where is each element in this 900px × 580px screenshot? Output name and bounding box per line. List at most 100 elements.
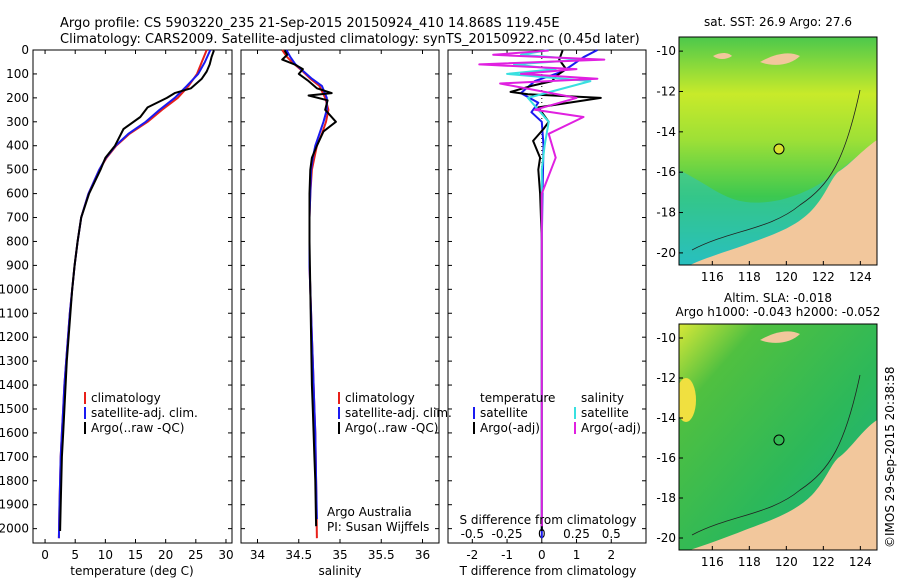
- series-climatology: [281, 49, 330, 539]
- profile-panels: 0 5 10 15 20 25 30 34 34.5 35 35.5 36 -2 -1 0 1 2 -0.5 -0.…: [33, 49, 646, 562]
- temperature-panel-frame: [32, 49, 233, 544]
- x-tick-label: 30: [218, 548, 233, 562]
- depth-axis: 0 100 200 300 400 500 600 700 800 900 1000 1100 1200…: [0, 43, 29, 536]
- depth-tick-label: 1700: [0, 450, 29, 464]
- argo-float-marker: [773, 434, 785, 446]
- legend-climatology-label: climatology: [91, 391, 161, 405]
- lat-tick-label: -14: [656, 411, 676, 425]
- top-tick-label: -0.5: [461, 527, 484, 541]
- series-satellite: [57, 49, 212, 539]
- legend-salinity-title: salinity: [581, 391, 624, 405]
- x-tick-label: 15: [128, 548, 143, 562]
- x-tick-label: 35: [332, 548, 347, 562]
- lat-tick-label: -14: [656, 125, 676, 139]
- lat-tick-label: -20: [656, 246, 676, 260]
- lat-tick-label: -10: [656, 331, 676, 345]
- salinity-xlabel: salinity: [318, 564, 361, 578]
- depth-tick-label: 1600: [0, 426, 29, 440]
- lon-tick-label: 124: [849, 555, 872, 569]
- x-tick-label: 34.5: [285, 548, 312, 562]
- sst-map-ticks: 116 118 120 122 124 -10 -12 -14 -16 -18 -20: [656, 44, 871, 284]
- sla-map-title-2: Argo h1000: -0.043 h2000: -0.052: [676, 305, 881, 319]
- temperature-plot: 0 5 10 15 20 25 30: [33, 49, 234, 562]
- depth-tick-label: 600: [6, 187, 29, 201]
- australia-land: [690, 420, 877, 550]
- legend-t-argo-label: Argo(-adj): [480, 421, 540, 435]
- depth-tick-label: 1300: [0, 354, 29, 368]
- top-tick-label: 0.5: [602, 527, 621, 541]
- series-t-satellite: [519, 49, 598, 539]
- sst-map-frame: [678, 36, 878, 266]
- x-tick-label: -1: [501, 548, 513, 562]
- header-line-1: Argo profile: CS 5903220_235 21-Sep-2015…: [60, 16, 560, 31]
- depth-tick-label: 200: [6, 91, 29, 105]
- lat-tick-label: -12: [656, 84, 676, 98]
- australia-land: [690, 140, 877, 265]
- legend-satellite-label: satellite-adj. clim.: [345, 406, 452, 420]
- depth-tick-label: 0: [21, 43, 29, 57]
- sla-high-anomaly: [679, 378, 696, 422]
- lat-tick-label: -10: [656, 44, 676, 58]
- x-tick-label: 5: [71, 548, 79, 562]
- legend-satellite-label: satellite-adj. clim.: [91, 406, 198, 420]
- sla-map-ticks: 116 118 120 122 124 -10 -12 -14 -16 -18 -20: [656, 331, 871, 569]
- depth-tick-label: 800: [6, 234, 29, 248]
- temperature-xlabel: temperature (deg C): [70, 564, 193, 578]
- depth-tick-label: 400: [6, 139, 29, 153]
- x-tick-label: 0: [538, 548, 546, 562]
- lon-tick-label: 122: [812, 270, 835, 284]
- series-t-argo: [509, 50, 602, 531]
- depth-tick-label: 300: [6, 115, 29, 129]
- legend-argo-label: Argo(..raw -QC): [91, 421, 184, 435]
- lon-tick-label: 116: [701, 555, 724, 569]
- sla-map: Altim. SLA: -0.018 Argo h1000: -0.043 h2…: [656, 291, 880, 569]
- lat-tick-label: -12: [656, 371, 676, 385]
- depth-tick-label: 1800: [0, 474, 29, 488]
- depth-tick-label: 500: [6, 163, 29, 177]
- depth-tick-label: 1500: [0, 402, 29, 416]
- lon-tick-label: 118: [738, 270, 761, 284]
- legend-climatology-label: climatology: [345, 391, 415, 405]
- x-tick-label: 35.5: [368, 548, 395, 562]
- lon-tick-label: 118: [738, 555, 761, 569]
- lon-tick-label: 120: [775, 555, 798, 569]
- temperature-legend: climatology satellite-adj. clim. Argo(..…: [84, 391, 198, 435]
- lon-tick-label: 124: [849, 270, 872, 284]
- lon-tick-label: 122: [812, 555, 835, 569]
- difference-xlabel: T difference from climatology: [459, 564, 637, 578]
- difference-top-xlabel: S difference from climatology: [460, 513, 637, 527]
- depth-tick-label: 1900: [0, 498, 29, 512]
- legend-t-satellite-label: satellite: [480, 406, 528, 420]
- x-tick-label: 1: [573, 548, 581, 562]
- sla-map-title-1: Altim. SLA: -0.018: [724, 291, 832, 305]
- lat-tick-label: -18: [656, 491, 676, 505]
- depth-tick-label: 900: [6, 258, 29, 272]
- depth-tick-label: 1000: [0, 282, 29, 296]
- x-tick-label: -2: [466, 548, 478, 562]
- lat-tick-label: -20: [656, 531, 676, 545]
- series-satellite: [285, 49, 328, 520]
- salinity-plot: 34 34.5 35 35.5 36: [241, 49, 439, 562]
- imos-timestamp: ©IMOS 29-Sep-2015 20:38:58: [883, 366, 897, 548]
- series-s-argo: [478, 49, 606, 527]
- legend-s-argo-label: Argo(-adj): [581, 421, 641, 435]
- shelf-contour: [691, 374, 861, 536]
- shelf-contour: [691, 89, 861, 251]
- x-tick-label: 25: [188, 548, 203, 562]
- lat-tick-label: -16: [656, 165, 676, 179]
- x-tick-label: 20: [158, 548, 173, 562]
- series-argo: [59, 50, 215, 532]
- depth-tick-label: 1400: [0, 378, 29, 392]
- header-line-2: Climatology: CARS2009. Satellite-adjuste…: [60, 32, 640, 47]
- x-tick-label: 34: [250, 548, 265, 562]
- top-tick-label: 0.25: [563, 527, 590, 541]
- annotation-pi-name: PI: Susan Wijffels: [327, 520, 429, 534]
- annotation-argo-australia: Argo Australia: [327, 505, 412, 519]
- salinity-legend: climatology satellite-adj. clim. Argo(..…: [327, 391, 452, 534]
- x-tick-label: 0: [41, 548, 49, 562]
- difference-legend: temperature satellite Argo(-adj) salinit…: [473, 391, 641, 435]
- legend-argo-label: Argo(..raw -QC): [345, 421, 438, 435]
- sst-map-title: sat. SST: 26.9 Argo: 27.6: [704, 15, 852, 29]
